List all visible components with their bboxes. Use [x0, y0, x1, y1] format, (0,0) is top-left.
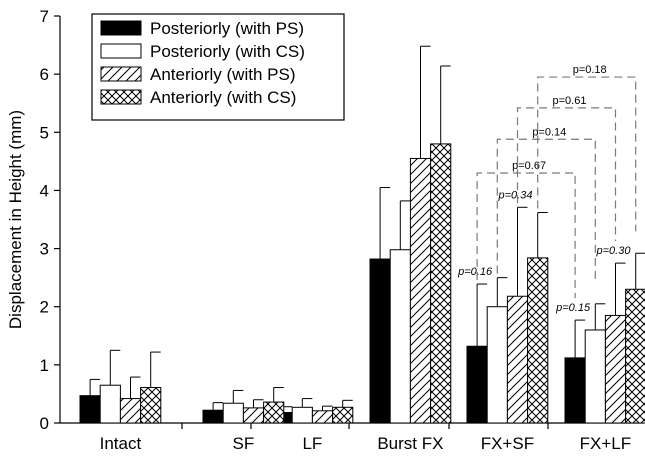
bar: [332, 406, 354, 424]
bar: [625, 288, 645, 424]
legend-swatch: [100, 20, 142, 36]
bar: [79, 395, 101, 424]
x-tick-label: FX+SF: [481, 434, 534, 453]
bar: [506, 295, 529, 424]
y-tick-label: 4: [40, 181, 49, 200]
bar: [527, 257, 549, 424]
bar: [486, 306, 508, 424]
bracket-p-label: p=0.14: [532, 126, 566, 138]
bar: [466, 345, 488, 424]
bar: [430, 143, 452, 424]
bar: [99, 384, 121, 424]
y-tick-label: 0: [40, 414, 49, 433]
legend-swatch: [100, 89, 142, 105]
bar: [389, 249, 411, 424]
p-value-label: p=0.34: [498, 189, 533, 201]
bracket-p-label: p=0.18: [573, 64, 607, 76]
y-axis-title: Displacement in Height (mm): [6, 110, 25, 329]
x-tick-label: Intact: [100, 434, 142, 453]
bar: [291, 406, 313, 424]
bar: [369, 258, 391, 424]
y-tick-label: 6: [40, 65, 49, 84]
y-tick-label: 7: [40, 7, 49, 26]
bar: [202, 409, 224, 424]
y-tick-label: 2: [40, 298, 49, 317]
p-value-label: p=0.30: [596, 245, 632, 257]
bar: [242, 407, 265, 424]
bar: [604, 314, 627, 424]
bar: [263, 401, 285, 424]
bar: [564, 357, 586, 424]
bar: [140, 387, 162, 424]
plot-area: 0 1 2 3 4 5 6 7 Intact SF LF Burst FX FX+SF FX+LF p=0.…: [40, 7, 645, 453]
legend-swatch: [100, 66, 142, 82]
x-tick-label: SF: [233, 434, 255, 453]
bar: [311, 410, 334, 424]
comparison-bracket: [516, 107, 617, 242]
p-value-label: p=0.16: [457, 266, 493, 278]
comparison-bracket: [537, 76, 637, 232]
x-tick-label: LF: [302, 434, 322, 453]
comparison-bracket: [476, 172, 576, 299]
bar: [119, 398, 142, 424]
y-tick-label: 1: [40, 356, 49, 375]
legend-label: Posteriorly (with PS): [150, 19, 304, 38]
legend-swatch: [100, 43, 142, 59]
bar: [409, 157, 432, 424]
legend-label: Anteriorly (with CS): [150, 88, 296, 107]
y-tick-label: 3: [40, 240, 49, 259]
y-tick-label: 5: [40, 123, 49, 142]
legend-label: Posteriorly (with CS): [150, 42, 305, 61]
bar: [584, 329, 606, 424]
bracket-p-label: p=0.61: [553, 95, 587, 107]
comparison-bracket: [496, 138, 596, 282]
legend: Posteriorly (with PS) Posteriorly (with C…: [91, 13, 345, 121]
x-tick-label: FX+LF: [580, 434, 632, 453]
x-tick-label: Burst FX: [377, 434, 443, 453]
p-value-label: p=0.15: [555, 302, 591, 314]
bar: [222, 402, 244, 424]
legend-label: Anteriorly (with PS): [150, 65, 295, 84]
